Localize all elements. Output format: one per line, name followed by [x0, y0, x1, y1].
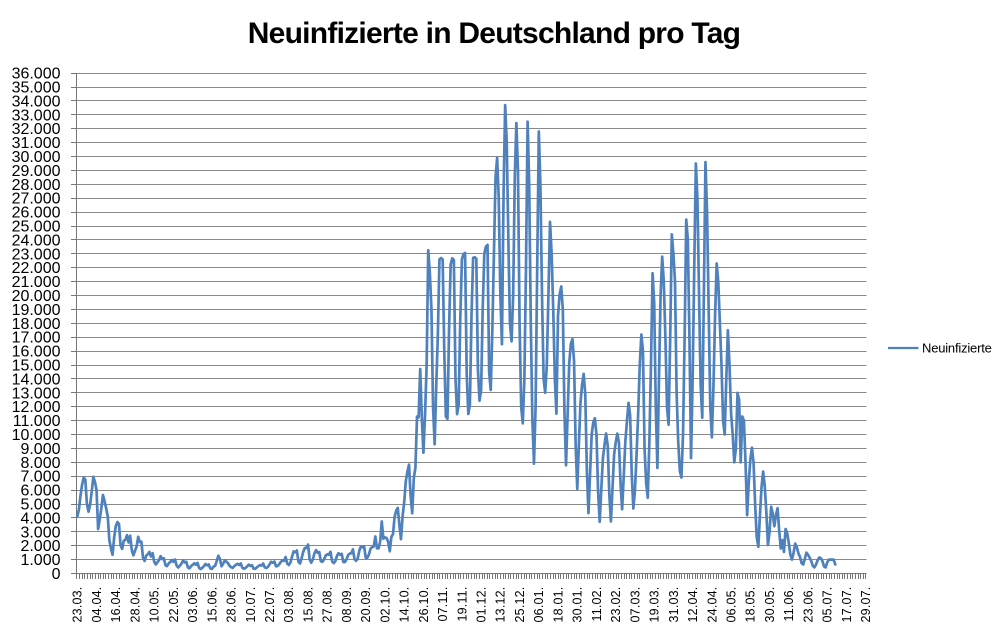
svg-text:10.000: 10.000: [12, 427, 61, 444]
svg-text:23.02.: 23.02.: [609, 587, 623, 623]
svg-text:13.000: 13.000: [12, 385, 61, 402]
svg-text:28.06.: 28.06.: [225, 587, 239, 623]
svg-text:21.000: 21.000: [12, 274, 61, 291]
svg-text:18.05.: 18.05.: [744, 587, 758, 623]
svg-text:01.12.: 01.12.: [475, 587, 489, 623]
svg-text:19.11.: 19.11.: [455, 587, 469, 622]
svg-text:32.000: 32.000: [12, 121, 61, 138]
svg-text:12.04.: 12.04.: [686, 587, 700, 623]
svg-text:03.06.: 03.06.: [186, 587, 200, 623]
svg-text:02.10.: 02.10.: [378, 587, 392, 623]
svg-text:26.000: 26.000: [12, 205, 61, 222]
svg-text:27.08.: 27.08.: [321, 587, 335, 623]
svg-text:34.000: 34.000: [12, 93, 61, 110]
svg-text:27.000: 27.000: [12, 191, 61, 208]
svg-text:14.000: 14.000: [12, 371, 61, 388]
svg-text:25.000: 25.000: [12, 219, 61, 236]
svg-text:28.04.: 28.04.: [128, 587, 142, 623]
svg-text:30.000: 30.000: [12, 149, 61, 166]
svg-text:08.09.: 08.09.: [340, 587, 354, 623]
svg-text:4.000: 4.000: [20, 510, 60, 527]
svg-text:20.000: 20.000: [12, 288, 61, 305]
svg-text:31.03.: 31.03.: [667, 587, 681, 623]
svg-text:05.07.: 05.07.: [821, 587, 835, 623]
svg-text:07.03.: 07.03.: [628, 587, 642, 623]
svg-text:06.05.: 06.05.: [724, 587, 738, 623]
svg-text:23.03.: 23.03.: [71, 587, 85, 623]
svg-text:7.000: 7.000: [20, 469, 60, 486]
svg-text:20.09.: 20.09.: [359, 587, 373, 623]
svg-text:0: 0: [52, 566, 61, 583]
svg-text:Neuinfizierte in Deutschland p: Neuinfizierte in Deutschland pro Tag: [248, 17, 741, 50]
svg-text:8.000: 8.000: [20, 455, 60, 472]
svg-text:15.06.: 15.06.: [205, 587, 219, 623]
svg-text:3.000: 3.000: [20, 524, 60, 541]
svg-text:18.01.: 18.01.: [551, 587, 565, 623]
svg-text:22.05.: 22.05.: [167, 587, 181, 623]
svg-text:22.07.: 22.07.: [263, 587, 277, 623]
svg-text:15.08.: 15.08.: [301, 587, 315, 623]
svg-text:24.000: 24.000: [12, 232, 61, 249]
svg-text:33.000: 33.000: [12, 107, 61, 124]
svg-text:10.07.: 10.07.: [244, 587, 258, 623]
svg-text:30.05.: 30.05.: [763, 587, 777, 623]
svg-text:28.000: 28.000: [12, 177, 61, 194]
svg-text:07.11.: 07.11.: [436, 587, 450, 622]
svg-text:10.05.: 10.05.: [148, 587, 162, 623]
svg-text:23.000: 23.000: [12, 246, 61, 263]
svg-text:2.000: 2.000: [20, 538, 60, 555]
svg-text:17.000: 17.000: [12, 330, 61, 347]
svg-text:1.000: 1.000: [20, 552, 60, 569]
svg-text:06.01.: 06.01.: [532, 587, 546, 623]
svg-text:26.10.: 26.10.: [417, 587, 431, 623]
svg-text:Neuinfizierte: Neuinfizierte: [922, 341, 992, 356]
svg-text:35.000: 35.000: [12, 80, 61, 97]
svg-text:15.000: 15.000: [12, 358, 61, 375]
svg-text:12.000: 12.000: [12, 399, 61, 416]
svg-text:16.000: 16.000: [12, 344, 61, 361]
svg-text:13.12.: 13.12.: [494, 587, 508, 623]
svg-text:9.000: 9.000: [20, 441, 60, 458]
svg-text:29.07.: 29.07.: [859, 587, 873, 623]
svg-text:23.06.: 23.06.: [801, 587, 815, 623]
svg-text:11.000: 11.000: [13, 413, 61, 430]
svg-text:16.04.: 16.04.: [109, 587, 123, 623]
svg-text:22.000: 22.000: [12, 260, 61, 277]
svg-text:29.000: 29.000: [12, 163, 61, 180]
svg-text:36.000: 36.000: [12, 66, 61, 83]
svg-text:6.000: 6.000: [20, 483, 60, 500]
svg-text:30.01.: 30.01.: [571, 587, 585, 623]
svg-text:18.000: 18.000: [12, 316, 61, 333]
svg-text:04.04.: 04.04.: [90, 587, 104, 623]
svg-text:5.000: 5.000: [20, 497, 60, 514]
svg-text:25.12.: 25.12.: [513, 587, 527, 623]
svg-text:24.04.: 24.04.: [705, 587, 719, 623]
svg-text:17.07.: 17.07.: [840, 587, 854, 623]
svg-text:19.03.: 19.03.: [648, 587, 662, 623]
svg-text:19.000: 19.000: [12, 302, 61, 319]
svg-text:11.06.: 11.06.: [782, 587, 796, 622]
svg-text:31.000: 31.000: [12, 135, 61, 152]
svg-text:03.08.: 03.08.: [282, 587, 296, 623]
svg-text:11.02.: 11.02.: [590, 587, 604, 622]
svg-text:14.10.: 14.10.: [398, 587, 412, 623]
